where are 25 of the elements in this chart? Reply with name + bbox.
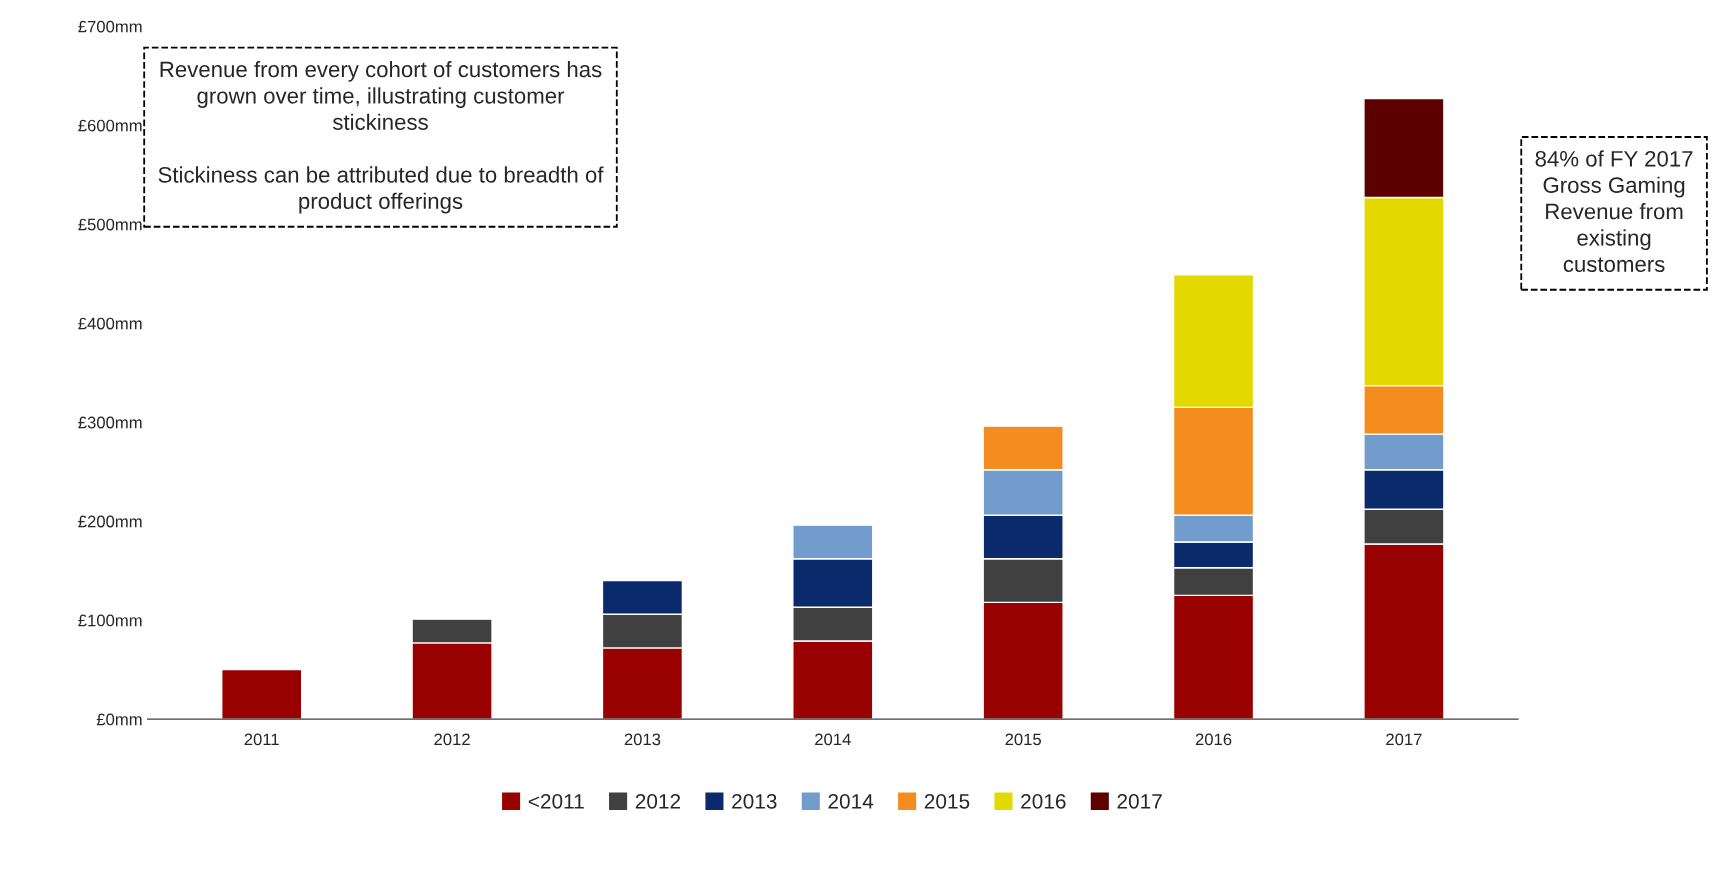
y-tick-label: £400mm: [78, 317, 142, 330]
text: Revenue from every cohort of customers has grown over time, illustrating customer stickiness Stickiness can be attributed due to breadth of product offerings: [158, 60, 604, 214]
legend-label: 2017: [1117, 793, 1162, 809]
x-tick-label: 2012: [434, 733, 470, 746]
x-tick-label: 2015: [1005, 733, 1042, 746]
x-tick-label: 2017: [1386, 733, 1422, 746]
bar: [221, 668, 303, 720]
y-tick-label: £300mm: [78, 416, 142, 429]
legend-label: <2011: [528, 793, 584, 809]
legend-label: 2016: [1021, 793, 1066, 809]
legend-label: 2013: [732, 793, 777, 809]
text: 84% of FY 2017 Gross Gaming Revenue from existing customers: [1535, 150, 1693, 273]
x-tick-label: 2014: [815, 733, 851, 746]
y-tick-label: £200mm: [78, 515, 142, 528]
x-tick-label: 2016: [1195, 733, 1232, 746]
y-tick-label: £600mm: [78, 119, 142, 132]
legend-label: 2015: [924, 793, 970, 809]
y-tick-label: £500mm: [78, 218, 142, 231]
y-tick-label: £100mm: [78, 614, 142, 627]
y-tick-label: £700mm: [78, 20, 142, 33]
y-tick-label: £0mm: [96, 713, 142, 726]
x-tick-label: 2013: [624, 733, 661, 746]
legend-label: 2012: [635, 793, 681, 809]
x-tick-label: 2011: [244, 733, 279, 746]
legend-label: 2014: [828, 793, 874, 809]
